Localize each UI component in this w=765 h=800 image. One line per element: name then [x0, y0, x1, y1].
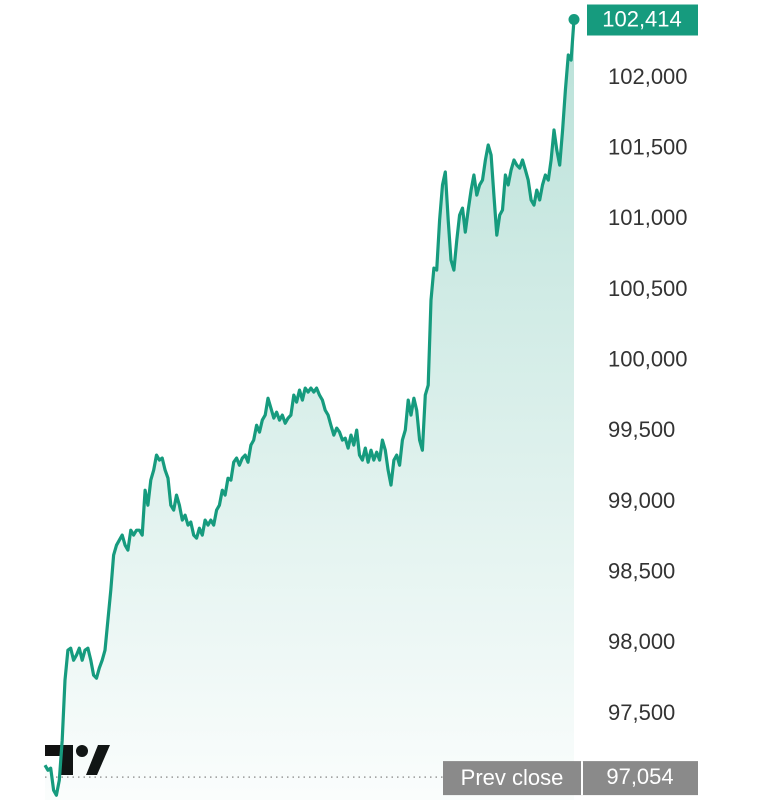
price-line: [43, 19, 576, 797]
prev-close-badge: [443, 761, 698, 796]
y-tick-label: 102,000: [608, 64, 688, 89]
y-tick-label: 99,500: [608, 417, 675, 442]
last-point: [568, 14, 580, 26]
last-price-label: 102,414: [602, 6, 682, 31]
last-price-badge: [587, 4, 698, 36]
y-tick-label: 97,500: [608, 700, 675, 725]
y-tick-label: 99,000: [608, 488, 675, 513]
y-tick-label: 100,500: [608, 276, 688, 301]
y-tick-label: 98,000: [608, 629, 675, 654]
area: [45, 19, 574, 800]
y-tick-label: 98,500: [608, 559, 675, 584]
logo-bar: [45, 745, 73, 756]
y-tick-label: 101,500: [608, 135, 688, 160]
prev-close-label: 97,054: [606, 764, 673, 789]
y-tick-label: 101,000: [608, 205, 688, 230]
prev-close-name: Prev close: [461, 765, 564, 790]
y-tick-label: 100,000: [608, 347, 688, 372]
